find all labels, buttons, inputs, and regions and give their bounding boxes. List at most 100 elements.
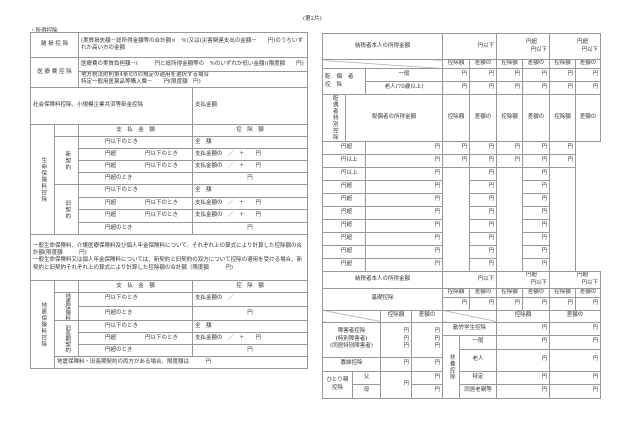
- table-row: 障害者控除 (特別障害者) (同居特別障害者) 円円円 円円円 勤労学生控除 円円: [322, 321, 601, 358]
- col-deduction-header: 控除額: [549, 94, 577, 142]
- diagonal-cell: [321, 59, 444, 69]
- table-row: 扶養控除 一般 円円: [323, 334, 601, 399]
- yen-cell: 円: [575, 296, 602, 311]
- single-parent-label: ひとり親控除: [322, 370, 353, 399]
- yen-cell: 円: [496, 68, 524, 82]
- table-row: 母 円 同居老親等 円円: [323, 383, 601, 399]
- deduction-cell: 円: [191, 344, 309, 358]
- amount-cell: 円以下のとき: [78, 291, 193, 307]
- amount-cell: 円超のとき: [78, 305, 193, 322]
- income-from: 円超: [341, 221, 353, 228]
- page-label: (第2片): [303, 16, 322, 22]
- yen-cell: 円: [403, 343, 409, 350]
- deduction-cell: 支払金額の ／ ＋ 円: [191, 159, 309, 173]
- yen-cell: 円: [411, 356, 443, 372]
- medical-formula: 医療費の実質負担額－( 円と総所得金額等の %のいずれか低い金額)(限度額 円): [77, 57, 309, 72]
- table-row: 円超 円以下のとき 支払金額の ／ ＋ 円: [31, 159, 309, 173]
- yen-cell: 円: [549, 81, 577, 95]
- spouse-elderly-label: 老人(70歳以上): [364, 81, 444, 95]
- col-deduction-header: 控除額: [442, 287, 471, 298]
- earthquake-both-note: 地震保険料・旧長期契約の両方がある場合、限度額は 円: [53, 356, 309, 370]
- life-insurance-label: 生命保険料控除: [30, 123, 55, 235]
- col-payment-header: 支 払 金 額: [78, 279, 193, 293]
- taxpayer-income-label-2: 納税者本人の所得金額: [321, 270, 444, 289]
- bracket-le: 円以下: [530, 46, 548, 53]
- dependent-deduction-label: 扶養控除: [442, 334, 460, 399]
- earthquake-premium-label: 地震保険料: [54, 291, 79, 322]
- disabled-deduction-amounts: 円円円: [380, 321, 412, 358]
- diagonal-cell: [322, 309, 381, 323]
- earthquake-insurance-label: 地震保険料控除: [30, 279, 55, 370]
- yen-cell: 円: [434, 328, 440, 335]
- blank-diff-cell: [496, 166, 524, 272]
- yen-cell: 円: [522, 296, 551, 311]
- yen-cell: 円: [549, 68, 577, 82]
- yen-cell: 円: [442, 296, 471, 311]
- income-from: 円超: [341, 182, 353, 189]
- amount-cell: 円以下のとき: [145, 162, 179, 169]
- bracket-le: 円以下: [530, 279, 548, 286]
- bracket-2: 円超 円以下: [496, 33, 551, 60]
- yen-cell: 円: [496, 383, 550, 399]
- col-deduction-header: 控除額: [380, 309, 412, 323]
- amount-cell: 円以下のとき: [145, 150, 179, 157]
- col-diff-header: 差額の: [469, 287, 498, 298]
- table-row: 円超 円以下のとき 支払金額の ／ ＋ 円: [31, 208, 309, 223]
- dependent-general-label: 一般: [459, 334, 497, 350]
- amount-cell: 円超: [105, 150, 117, 157]
- bracket-3: 円超 円以下: [549, 270, 602, 289]
- spouse-special-row: 円超円未満円円円円円円: [322, 140, 601, 155]
- yen-cell: 円: [442, 68, 471, 82]
- yen-cell: 円: [469, 153, 498, 168]
- yen-cell: 円: [469, 244, 498, 259]
- deduction-cell: 全 額: [191, 320, 309, 334]
- col-diff-header: 差額の: [411, 309, 443, 323]
- col-deduction-header: 控除額: [496, 309, 550, 323]
- yen-cell: 円: [522, 244, 551, 259]
- yen-cell: 円: [442, 140, 471, 155]
- father-label: 父: [352, 370, 381, 385]
- yen-cell: 円: [364, 192, 444, 207]
- disabled-special-label: (特別障害者): [335, 335, 368, 342]
- medical-special: 地方税法附則第4条の5の規定の適用を選択する場合 特定一般用医薬品等購入費－ 円(…: [77, 71, 309, 88]
- life-insurance-note: 一般生命保険料、介護医療保険料及び個人年金保険料について、それぞれ上の算式により…: [29, 233, 309, 281]
- new-contract-label: 新契約: [54, 135, 79, 185]
- casualty-loss-label: 雑 損 控 除: [30, 32, 79, 58]
- deduction-cell: 支払金額の ／ ＋ 円: [191, 147, 309, 161]
- note-line-2: 一般生命保険料又は個人年金保険料については、新契約と旧契約の双方について控除の適…: [33, 257, 303, 271]
- deduction-cell: 支払金額の ／ ＋ 円: [191, 208, 309, 223]
- life-insurance-note-row: 一般生命保険料、介護医療保険料及び個人年金保険料について、それぞれ上の算式により…: [29, 233, 309, 281]
- yen-cell: 円: [364, 153, 444, 168]
- yen-cell: 円: [469, 166, 498, 181]
- table-row: 円超 円以下のとき 支払金額の ／ ＋ 円: [31, 196, 309, 210]
- spouse-general-label: 一般: [364, 68, 444, 82]
- yen-cell: 円: [364, 257, 444, 272]
- yen-cell: 円: [364, 205, 444, 220]
- medical-special-line2: 特定一般用医薬品等購入費－ 円(限度額 円): [81, 79, 201, 86]
- disabled-diff-amounts: 円円円: [411, 321, 443, 358]
- col-diff-header: 差額の: [549, 309, 601, 323]
- yen-cell: 円: [469, 192, 498, 207]
- disabled-label: 障害者控除: [337, 328, 366, 335]
- yen-cell: 円: [522, 231, 551, 246]
- deduction-cell: 円: [191, 171, 309, 185]
- spouse-special-row: 円超円以下円円円: [322, 179, 601, 194]
- dependent-parents-label: 同居老親等: [459, 383, 497, 399]
- medical-row: 医 療 費 控 除 医療費の実質負担額－( 円と総所得金額等の %のいずれか低い…: [30, 57, 309, 88]
- spouse-special-row: 円超円以下円円円: [322, 218, 601, 233]
- col-deduction-header: 控除額: [442, 94, 471, 142]
- table-row: 旧長期契約 円以下のとき 全 額: [31, 320, 309, 358]
- deduction-cell: 支払金額の ／ ＋ 円: [191, 196, 309, 210]
- table-row: 円超のとき 円: [31, 305, 309, 322]
- amount-cell: 円以下のとき: [145, 212, 179, 219]
- social-insurance-label: 社会保険料控除、小規模企業共済等掛金控除: [30, 86, 193, 125]
- income-from: 円超: [341, 247, 353, 254]
- spouse-special-label: 配偶者特別控除: [322, 94, 346, 142]
- bracket-1: 円以下: [442, 33, 498, 60]
- col-diff-header: 差額の: [575, 94, 602, 142]
- yen-cell: 円: [442, 153, 471, 168]
- table-row: 円超のとき 円: [31, 221, 309, 235]
- spouse-special-row: 円以上円未満円円円円円円: [322, 153, 601, 168]
- col-deduction-header: 控除額: [496, 59, 524, 69]
- blank-cell: [54, 279, 79, 293]
